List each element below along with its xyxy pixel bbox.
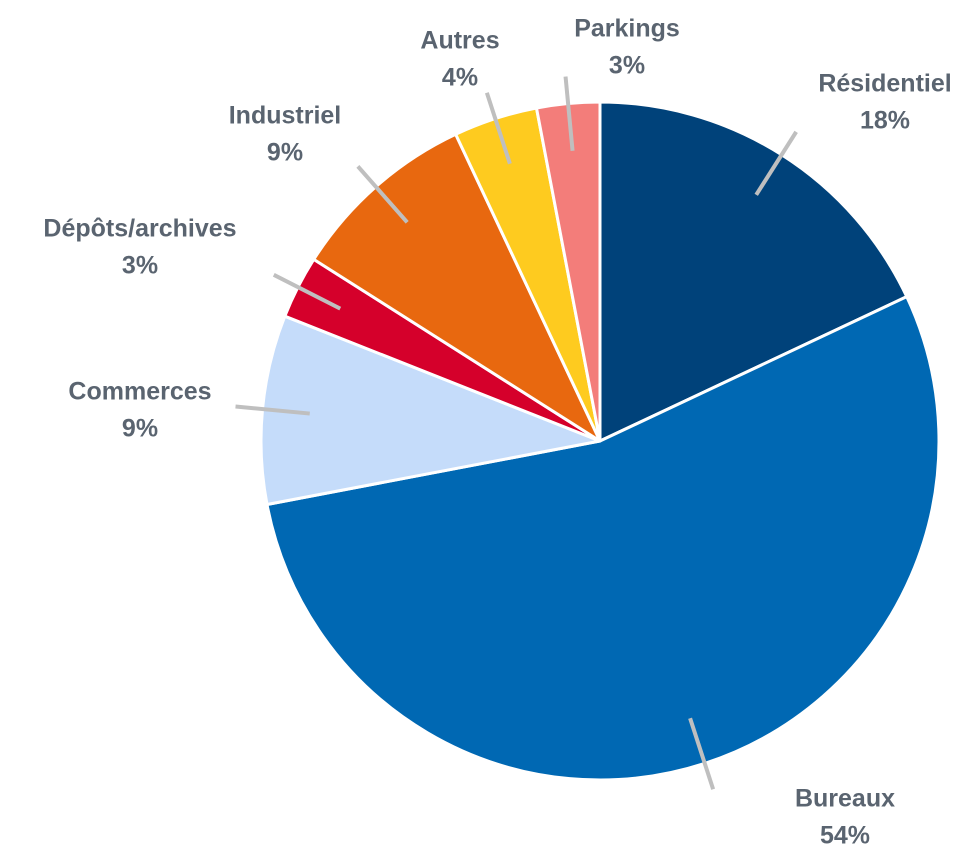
slice-label: Commerces xyxy=(68,378,211,406)
slice-value-label: 3% xyxy=(609,52,645,80)
leader-line xyxy=(688,717,716,790)
leader-line xyxy=(754,130,798,196)
slice-value-label: 4% xyxy=(442,64,478,92)
slice-label: Parkings xyxy=(574,15,680,43)
slice-label: Autres xyxy=(420,27,499,55)
slice-value-label: 18% xyxy=(860,107,910,135)
slice-value-label: 9% xyxy=(267,139,303,167)
leader-line xyxy=(484,92,512,165)
slice-label: Industriel xyxy=(229,102,342,130)
slice-label: Dépôts/archives xyxy=(43,215,236,243)
slice-label: Bureaux xyxy=(795,785,895,813)
slice-value-label: 9% xyxy=(122,415,158,443)
leader-line xyxy=(563,76,575,151)
slice-label: Résidentiel xyxy=(818,70,951,98)
slice-value-label: 54% xyxy=(820,822,870,848)
leader-line xyxy=(272,273,342,311)
leader-line xyxy=(235,404,310,416)
leader-line xyxy=(356,165,409,224)
slice-value-label: 3% xyxy=(122,252,158,280)
